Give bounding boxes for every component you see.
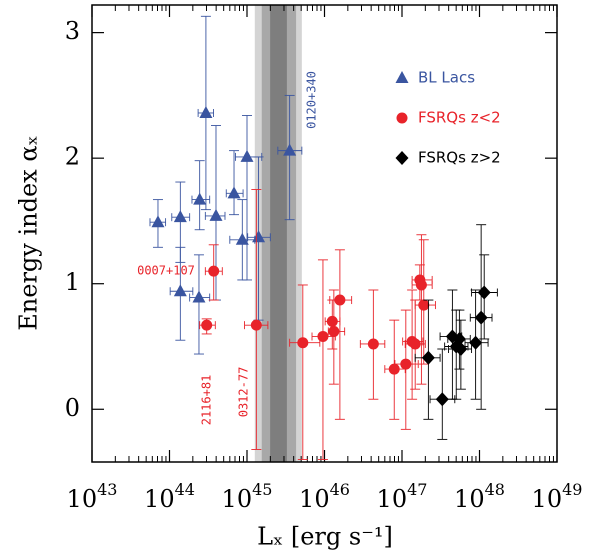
x-axis-label: Lₓ [erg s⁻¹] bbox=[257, 523, 393, 551]
marker bbox=[201, 319, 213, 331]
x-tick-exponent: 49 bbox=[562, 480, 582, 499]
marker bbox=[208, 265, 220, 277]
band bbox=[270, 5, 287, 462]
marker bbox=[173, 284, 187, 297]
x-tick-label: 1047 bbox=[377, 480, 428, 513]
x-tick-exponent: 44 bbox=[175, 480, 195, 499]
x-tick-label: 1044 bbox=[144, 480, 195, 513]
legend-label: FSRQs z<2 bbox=[418, 109, 501, 127]
marker bbox=[454, 342, 468, 357]
marker bbox=[415, 279, 427, 291]
series bbox=[149, 15, 303, 355]
marker bbox=[452, 331, 466, 346]
marker bbox=[328, 325, 340, 337]
marker bbox=[240, 149, 254, 162]
y-tick-label: 2 bbox=[65, 143, 80, 171]
marker bbox=[283, 143, 297, 156]
annotation: 0312-77 bbox=[237, 367, 251, 418]
x-tick-label: 1046 bbox=[299, 480, 350, 513]
y-tick-label: 3 bbox=[65, 17, 80, 45]
legend-label: FSRQs z>2 bbox=[418, 149, 501, 167]
x-tick-label: 1045 bbox=[222, 480, 273, 513]
marker bbox=[388, 363, 400, 375]
legend-marker bbox=[395, 151, 409, 165]
marker bbox=[192, 290, 206, 303]
x-tick-exponent: 45 bbox=[252, 480, 272, 499]
plot-frame bbox=[91, 4, 558, 463]
x-tick-label: 1049 bbox=[532, 480, 583, 513]
marker bbox=[151, 215, 165, 228]
x-tick-base: 10 bbox=[377, 485, 408, 513]
marker bbox=[297, 337, 309, 349]
marker bbox=[421, 350, 435, 365]
x-tick-label: 1043 bbox=[67, 480, 118, 513]
annotation: 0120+340 bbox=[305, 71, 319, 129]
marker bbox=[400, 358, 412, 370]
marker bbox=[317, 330, 329, 342]
marker bbox=[235, 232, 249, 245]
marker bbox=[334, 294, 346, 306]
marker bbox=[477, 285, 491, 300]
marker bbox=[418, 299, 430, 311]
y-tick-label: 0 bbox=[65, 394, 80, 422]
marker bbox=[227, 186, 241, 199]
x-tick-exponent: 43 bbox=[97, 480, 117, 499]
x-tick-label: 1048 bbox=[454, 480, 505, 513]
marker bbox=[409, 338, 421, 350]
legend-marker bbox=[395, 71, 409, 83]
x-tick-exponent: 46 bbox=[330, 480, 350, 499]
marker bbox=[193, 192, 207, 205]
annotation: 0007+107 bbox=[137, 264, 195, 278]
y-tick-label: 1 bbox=[65, 268, 80, 296]
x-tick-base: 10 bbox=[454, 485, 485, 513]
marker bbox=[435, 392, 449, 407]
marker bbox=[326, 315, 338, 327]
series bbox=[414, 224, 498, 440]
marker bbox=[199, 105, 213, 118]
x-tick-base: 10 bbox=[299, 485, 330, 513]
x-tick-base: 10 bbox=[144, 485, 175, 513]
x-tick-exponent: 47 bbox=[407, 480, 427, 499]
x-tick-base: 10 bbox=[222, 485, 253, 513]
marker bbox=[252, 230, 266, 243]
y-axis-label: Energy index αₓ bbox=[15, 135, 43, 330]
marker bbox=[469, 335, 483, 350]
x-tick-exponent: 48 bbox=[485, 480, 505, 499]
marker bbox=[367, 338, 379, 350]
marker bbox=[209, 208, 223, 221]
marker bbox=[474, 310, 488, 325]
marker bbox=[173, 210, 187, 223]
series bbox=[199, 189, 436, 460]
x-tick-base: 10 bbox=[532, 485, 563, 513]
legend-label: BL Lacs bbox=[418, 69, 475, 87]
annotation: 2116+81 bbox=[200, 375, 214, 426]
legend-marker bbox=[396, 112, 408, 124]
marker bbox=[250, 319, 262, 331]
x-tick-base: 10 bbox=[67, 485, 98, 513]
